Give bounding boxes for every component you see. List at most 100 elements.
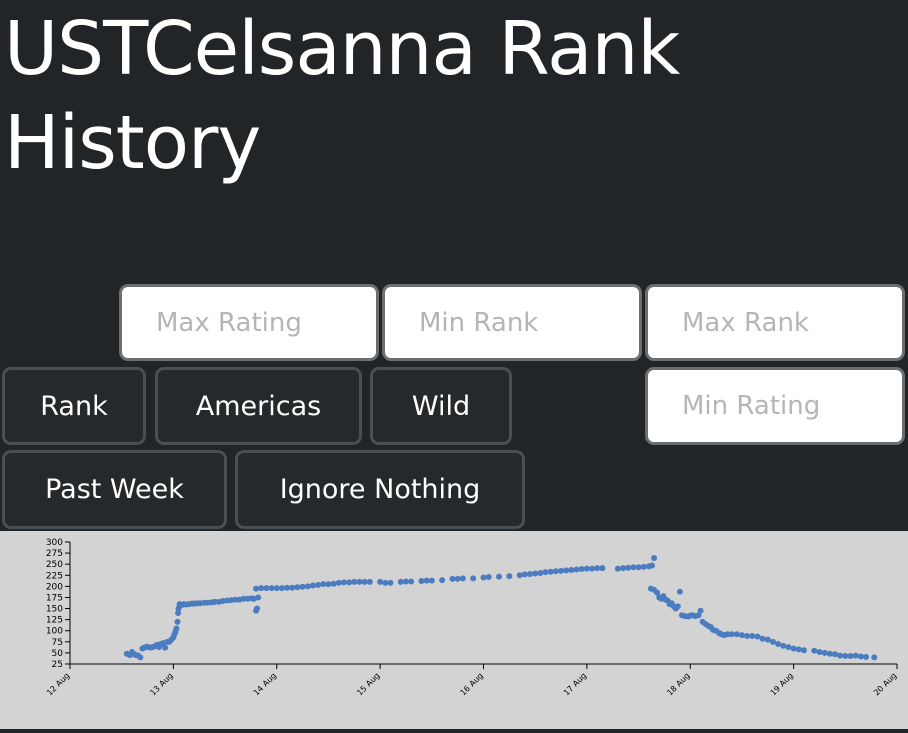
data-point [428, 577, 435, 584]
data-point [356, 578, 363, 585]
min-rank-field[interactable]: Min Rank [382, 284, 642, 361]
data-point [258, 585, 265, 592]
y-tick-label: 250 [46, 560, 63, 570]
data-point [330, 580, 337, 587]
data-point [423, 577, 430, 584]
max-rating-placeholder: Max Rating [156, 307, 302, 338]
data-point [676, 588, 683, 595]
data-point [754, 633, 761, 640]
data-point [630, 564, 637, 571]
y-tick-label: 225 [46, 571, 63, 581]
max-rating-field[interactable]: Max Rating [119, 284, 379, 361]
data-point [335, 579, 342, 586]
x-tick-label: 12 Aug [45, 671, 71, 697]
x-tick-label: 13 Aug [148, 671, 174, 697]
data-point [294, 584, 301, 591]
data-point [340, 579, 347, 586]
y-tick-label: 150 [46, 605, 63, 615]
data-point [175, 609, 182, 616]
data-point [542, 569, 549, 576]
rank-chart: 25 50 75 100 125 150 175 200 225 250 275 300 12 Aug 1… [0, 531, 908, 729]
max-rank-field[interactable]: Max Rank [645, 284, 905, 361]
y-tick-label: 275 [46, 549, 63, 559]
data-point [284, 584, 291, 591]
data-point [470, 575, 477, 582]
page-title: USTCelsanna Rank History [4, 2, 680, 190]
data-point [583, 565, 590, 572]
data-point [439, 577, 446, 584]
x-tick-label: 17 Aug [562, 671, 588, 697]
data-point [697, 607, 704, 614]
data-point [315, 582, 322, 589]
data-point [289, 584, 296, 591]
data-point [309, 582, 316, 589]
y-tick-label: 175 [46, 593, 63, 603]
data-point [418, 578, 425, 585]
ignore-button[interactable]: Ignore Nothing [235, 450, 525, 529]
data-point [759, 635, 766, 642]
data-point [387, 579, 394, 586]
data-point [826, 650, 833, 657]
data-point [599, 565, 606, 572]
y-tick-label: 300 [46, 538, 63, 548]
data-point [255, 594, 262, 601]
y-tick-label: 75 [52, 638, 63, 648]
data-point [594, 565, 601, 572]
data-point [449, 575, 456, 582]
data-point [780, 642, 787, 649]
data-point [240, 595, 247, 602]
data-point [527, 570, 534, 577]
data-point [397, 578, 404, 585]
region-button[interactable]: Americas [155, 367, 362, 445]
y-tick-label: 200 [46, 582, 63, 592]
data-point [268, 585, 275, 592]
data-point [769, 638, 776, 645]
data-point [764, 636, 771, 643]
y-tick-label: 25 [52, 660, 63, 670]
data-point [174, 618, 181, 625]
data-point [254, 605, 261, 612]
min-rating-placeholder: Min Rating [682, 391, 821, 421]
data-point [516, 572, 523, 579]
data-point [837, 652, 844, 659]
data-point [733, 631, 740, 638]
data-point [361, 578, 368, 585]
data-point [749, 633, 756, 640]
data-point [253, 585, 260, 592]
data-point [651, 554, 658, 561]
data-point [232, 596, 239, 603]
data-point [871, 654, 878, 661]
data-point [454, 575, 461, 582]
mode-button[interactable]: Wild [370, 367, 512, 445]
data-point [640, 563, 647, 570]
data-point [852, 652, 859, 659]
data-point [173, 625, 180, 632]
data-point [485, 574, 492, 581]
data-point [635, 564, 642, 571]
data-point [821, 649, 828, 656]
min-rating-field[interactable]: Min Rating [645, 367, 905, 445]
data-point [775, 641, 782, 648]
data-point [728, 631, 735, 638]
data-point [785, 644, 792, 651]
data-point [346, 579, 353, 586]
data-point [649, 562, 656, 569]
data-point [795, 646, 802, 653]
page-title-line-2: History [4, 100, 261, 186]
y-tick-label: 50 [52, 649, 64, 659]
rank-button[interactable]: Rank [2, 367, 146, 445]
page-title-line-1: USTCelsanna Rank [4, 6, 680, 92]
period-button[interactable]: Past Week [2, 450, 227, 529]
data-point [211, 598, 218, 605]
data-point [862, 653, 869, 660]
data-point [532, 570, 539, 577]
data-point [408, 578, 415, 585]
data-point [857, 653, 864, 660]
data-point [744, 633, 751, 640]
data-point [351, 578, 358, 585]
data-point [573, 566, 580, 573]
x-tick-label: 20 Aug [872, 671, 898, 697]
data-point [496, 573, 503, 580]
data-point [382, 579, 389, 586]
